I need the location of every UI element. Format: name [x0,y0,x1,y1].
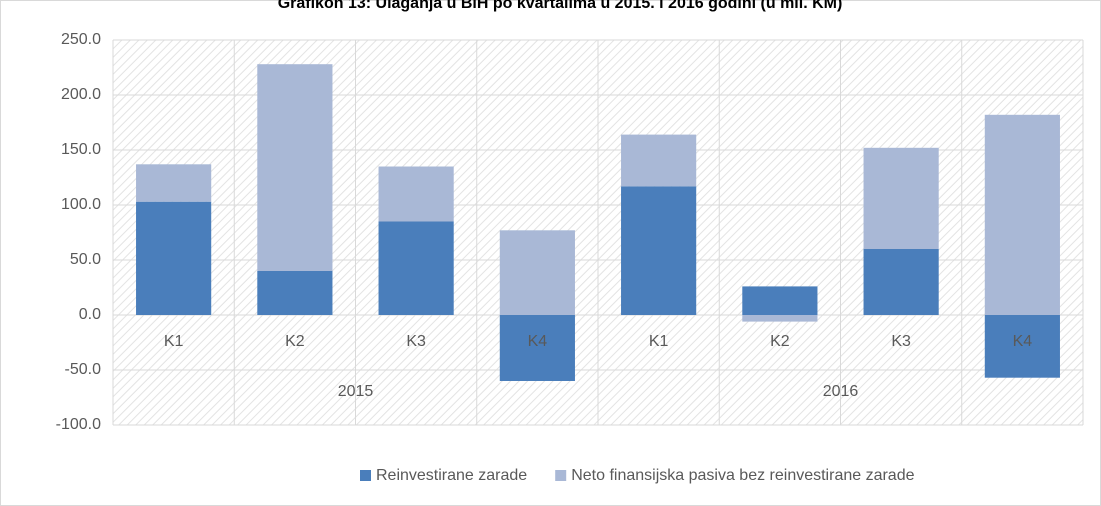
bar-segment [257,64,333,271]
bar-segment [863,249,939,315]
x-tick-label: K2 [770,333,790,350]
legend-label: Neto finansijska pasiva bez reinvestiran… [571,467,914,484]
bar-segment [136,164,212,202]
y-tick-label: 250.0 [61,31,101,48]
chart-title: Grafikon 13: Ulaganja u BiH po kvartalim… [278,0,843,12]
y-tick-label: 50.0 [70,251,101,268]
legend-label: Reinvestirane zarade [376,467,527,484]
bar-segment [378,221,454,315]
x-tick-label: K2 [285,333,305,350]
bar-segment [863,147,939,249]
bar-segment [621,134,697,187]
x-tick-label: K3 [891,333,911,350]
bar-segment [499,315,575,381]
bar-segment [742,286,818,315]
legend-swatch [360,470,371,481]
x-group-label: 2016 [823,383,859,400]
y-tick-label: 150.0 [61,141,101,158]
legend-swatch [555,470,567,481]
x-tick-label: K1 [649,333,669,350]
x-tick-label: K3 [406,333,426,350]
bar-segment [257,271,333,315]
bar-segment [136,201,212,315]
bar-segment [378,166,454,222]
bar-segment [984,315,1060,378]
x-tick-label: K4 [1013,333,1033,350]
bar-segment [742,315,818,322]
x-group-label: 2015 [338,383,374,400]
y-tick-label: -100.0 [56,416,101,433]
y-tick-label: 0.0 [79,306,101,323]
x-tick-label: K1 [164,333,184,350]
y-tick-label: -50.0 [65,361,102,378]
x-tick-label: K4 [528,333,548,350]
bar-segment [984,114,1060,315]
y-tick-label: 200.0 [61,86,101,103]
bar-segment [499,230,575,315]
bar-segment [621,186,697,315]
y-tick-label: 100.0 [61,196,101,213]
